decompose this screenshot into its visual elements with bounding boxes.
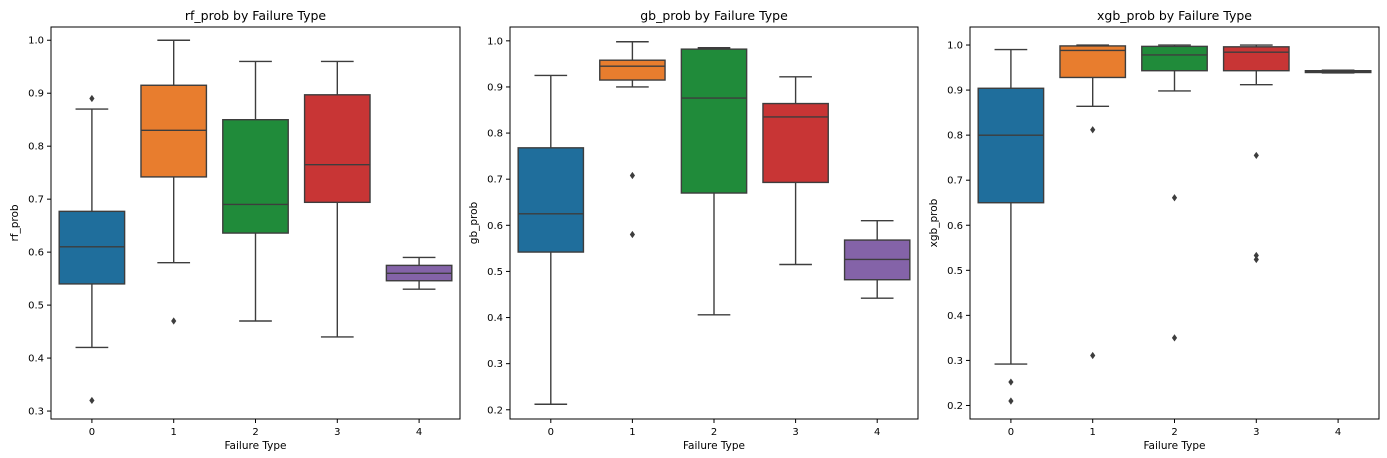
x-axis-label: Failure Type	[224, 440, 286, 452]
y-tick-label: 0.9	[28, 89, 44, 100]
x-tick-label: 1	[629, 427, 635, 438]
x-tick-label: 0	[1008, 427, 1014, 438]
box-group-4	[385, 256, 453, 290]
plot-frame	[969, 26, 1380, 420]
y-tick-label: 0.8	[947, 131, 963, 142]
y-tick-label: 0.5	[947, 266, 963, 277]
x-tick-label: 0	[89, 427, 95, 438]
x-tick-label: 3	[1253, 427, 1259, 438]
y-tick-label: 1.0	[28, 36, 44, 47]
x-tick-label: 4	[874, 427, 880, 438]
y-tick-label: 0.8	[28, 142, 44, 153]
y-tick-label: 0.2	[947, 401, 963, 412]
y-axis-label: gb_prob	[468, 201, 480, 244]
y-tick-label: 0.6	[947, 221, 963, 232]
box-iqr	[1222, 46, 1290, 72]
outlier-point	[171, 317, 177, 325]
box-iqr	[58, 210, 126, 285]
box-iqr	[680, 48, 748, 194]
box-group-2	[222, 60, 289, 322]
box-iqr	[977, 87, 1045, 204]
box-iqr	[599, 59, 666, 81]
x-tick-label: 2	[1171, 427, 1177, 438]
outlier-point	[89, 396, 95, 405]
x-axis-label: Failure Type	[683, 440, 745, 452]
y-tick-label: 0.9	[487, 82, 503, 93]
outlier-point	[1253, 151, 1259, 160]
y-tick-label: 0.2	[487, 405, 503, 416]
box-group-1	[599, 41, 666, 239]
chart-panel-2: xgb_prob by Failure Type 0.2 0.3 0.4 0.5 0.6 0…	[928, 8, 1380, 452]
box-group-0	[517, 74, 585, 405]
outlier-point	[1253, 251, 1259, 260]
y-tick-label: 0.4	[487, 313, 503, 324]
y-tick-label: 0.6	[487, 221, 503, 232]
y-tick-label: 0.9	[947, 86, 963, 97]
y-tick-label: 0.4	[28, 354, 44, 365]
x-tick-label: 2	[711, 427, 717, 438]
x-axis-label: Failure Type	[1143, 440, 1205, 452]
outlier-point	[89, 94, 95, 103]
box-iqr	[1141, 45, 1208, 72]
y-tick-label: 0.6	[28, 248, 44, 259]
plot-frame	[50, 26, 461, 420]
box-group-3	[1222, 44, 1290, 264]
box-iqr	[517, 147, 585, 253]
x-tick-label: 4	[1335, 427, 1341, 438]
box-group-3	[303, 60, 371, 338]
chart-panel-0: rf_prob by Failure Type 0.3 0.4 0.5 0.6 0.7 0.…	[9, 8, 461, 452]
y-tick-label: 1.0	[947, 41, 963, 52]
x-tick-label: 1	[171, 427, 177, 438]
box-iqr	[1059, 45, 1127, 79]
x-tick-label: 3	[792, 427, 798, 438]
chart-title: xgb_prob by Failure Type	[1097, 8, 1252, 23]
box-iqr	[762, 102, 829, 184]
y-tick-label: 0.3	[487, 359, 503, 370]
x-tick-label: 0	[548, 427, 554, 438]
box-group-4	[1304, 69, 1372, 74]
y-tick-label: 1.0	[487, 36, 503, 47]
box-group-1	[140, 39, 208, 325]
outlier-point	[1090, 351, 1096, 360]
box-group-3	[762, 76, 829, 266]
y-tick-label: 0.7	[487, 175, 503, 186]
x-tick-label: 4	[416, 427, 422, 438]
box-group-0	[977, 48, 1045, 405]
outlier-point	[629, 171, 635, 180]
plot-frame	[509, 26, 919, 420]
box-group-2	[680, 47, 748, 316]
y-tick-label: 0.3	[947, 356, 963, 367]
x-tick-label: 2	[252, 427, 258, 438]
y-tick-label: 0.7	[28, 195, 44, 206]
box-group-4	[843, 219, 911, 299]
box-iqr	[303, 94, 371, 204]
box-iqr	[222, 119, 289, 234]
y-tick-label: 0.7	[947, 176, 963, 187]
x-tick-label: 1	[1090, 427, 1096, 438]
y-tick-label: 0.5	[487, 267, 503, 278]
outlier-point	[1171, 194, 1178, 202]
y-axis-label: rf_prob	[9, 204, 21, 241]
y-tick-label: 0.3	[28, 407, 44, 418]
y-tick-label: 0.5	[28, 301, 44, 312]
outlier-point	[1008, 378, 1014, 386]
box-group-0	[58, 94, 126, 405]
box-group-1	[1059, 44, 1127, 360]
y-axis-label: xgb_prob	[928, 198, 940, 247]
y-tick-label: 0.4	[947, 311, 963, 322]
outlier-point	[629, 230, 635, 239]
outlier-point	[1008, 397, 1014, 405]
outlier-point	[1171, 334, 1178, 342]
chart-title: rf_prob by Failure Type	[185, 8, 327, 23]
outlier-point	[1253, 255, 1259, 264]
box-iqr	[140, 84, 208, 178]
box-group-2	[1141, 44, 1208, 342]
chart-title: gb_prob by Failure Type	[640, 8, 788, 23]
y-tick-label: 0.8	[487, 129, 503, 140]
outlier-point	[1090, 126, 1096, 134]
x-tick-label: 3	[334, 427, 340, 438]
chart-panel-1: gb_prob by Failure Type 0.2 0.3 0.4 0.5 0.6 0.…	[468, 8, 919, 452]
